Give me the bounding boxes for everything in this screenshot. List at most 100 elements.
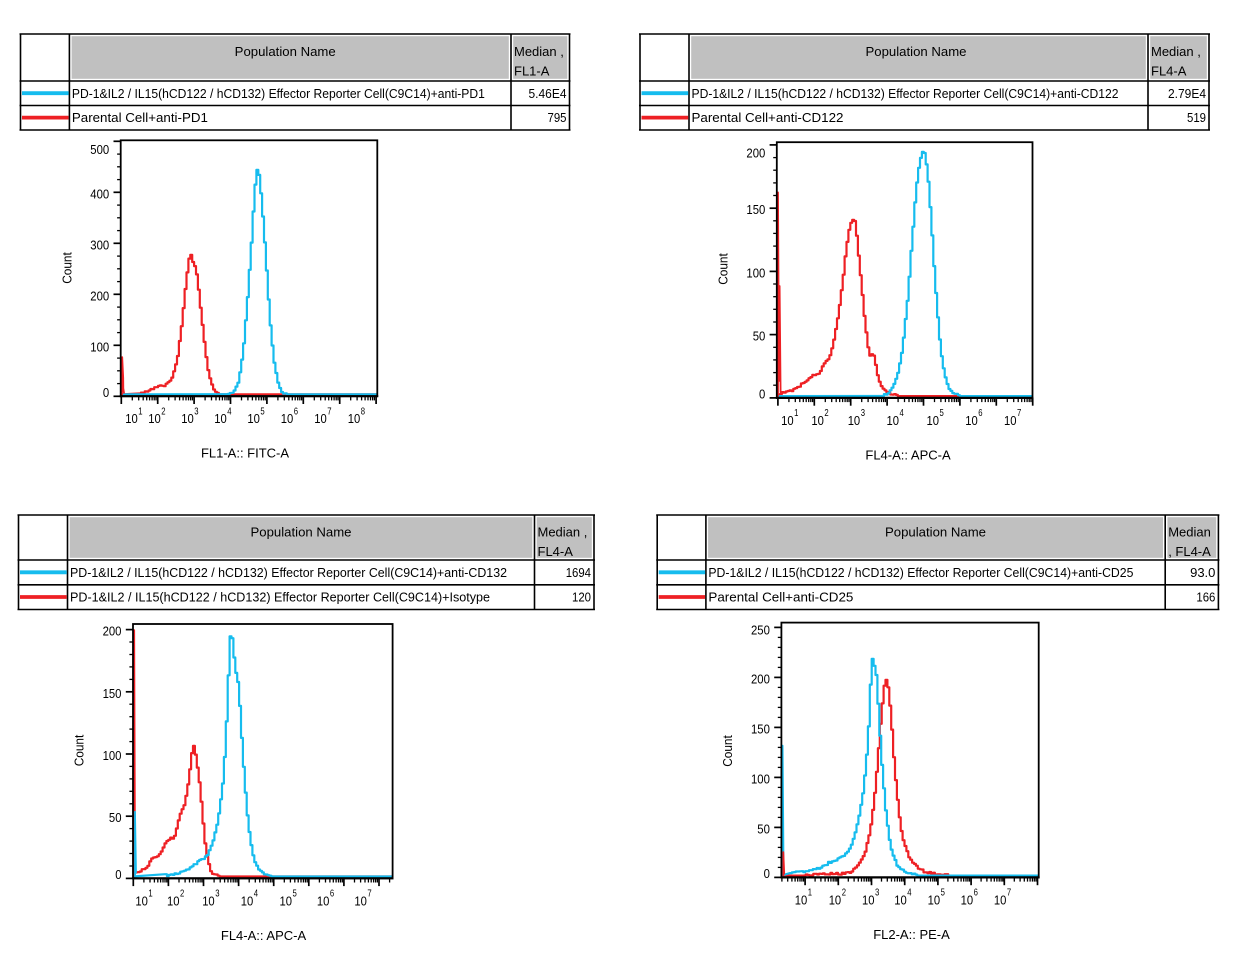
svg-text:5: 5 [293,888,297,900]
svg-text:166: 166 [1196,591,1215,605]
svg-text:1: 1 [148,888,152,900]
svg-text:10: 10 [280,893,293,908]
svg-text:6: 6 [978,407,982,419]
svg-text:FL1-A:: FITC-A: FL1-A:: FITC-A [201,446,289,461]
svg-text:795: 795 [548,111,567,125]
svg-text:200: 200 [751,671,770,686]
svg-text:2: 2 [161,405,165,417]
svg-text:Count: Count [59,252,74,284]
svg-text:6: 6 [330,888,334,900]
svg-text:10: 10 [1004,413,1017,428]
svg-text:FL1-A: FL1-A [514,64,550,79]
svg-text:10: 10 [795,892,808,907]
svg-text:100: 100 [746,265,765,280]
svg-text:10: 10 [928,892,941,907]
svg-text:10: 10 [317,893,330,908]
svg-text:FL4-A: FL4-A [538,544,574,559]
svg-text:Median ,: Median , [1151,44,1201,59]
svg-text:150: 150 [103,686,122,701]
svg-text:7: 7 [1007,887,1011,899]
svg-text:7: 7 [367,888,371,900]
svg-text:50: 50 [753,329,766,344]
svg-text:10: 10 [148,411,161,426]
svg-text:250: 250 [751,623,770,638]
svg-text:10: 10 [214,411,227,426]
svg-text:FL4-A:: APC-A: FL4-A:: APC-A [865,447,951,462]
svg-text:1: 1 [794,407,798,419]
svg-text:100: 100 [751,771,770,786]
svg-text:PD-1&IL2 / IL15(hCD122 / hCD13: PD-1&IL2 / IL15(hCD122 / hCD132) Effecto… [70,565,507,580]
svg-text:5: 5 [260,405,264,417]
svg-text:10: 10 [965,413,978,428]
svg-text:200: 200 [746,145,765,160]
svg-text:1: 1 [138,405,142,417]
svg-text:8: 8 [361,405,365,417]
svg-text:200: 200 [103,624,122,639]
svg-text:0: 0 [764,866,770,881]
svg-text:3: 3 [215,888,219,900]
svg-text:5: 5 [940,407,944,419]
svg-text:7: 7 [1017,407,1021,419]
svg-text:10: 10 [241,893,254,908]
svg-text:519: 519 [1187,111,1206,125]
svg-text:10: 10 [281,411,294,426]
svg-text:100: 100 [90,339,109,354]
svg-text:1: 1 [808,887,812,899]
svg-text:FL4-A:: APC-A: FL4-A:: APC-A [221,928,307,943]
svg-text:150: 150 [751,721,770,736]
svg-text:Parental Cell+anti-CD122: Parental Cell+anti-CD122 [692,110,844,125]
svg-text:Count: Count [715,253,730,285]
svg-text:FL2-A:: PE-A: FL2-A:: PE-A [873,927,950,942]
svg-text:7: 7 [327,405,331,417]
svg-text:Parental Cell+anti-CD25: Parental Cell+anti-CD25 [708,590,853,605]
svg-text:Median ,: Median , [538,525,588,540]
svg-text:Population Name: Population Name [866,44,967,59]
svg-text:200: 200 [90,288,109,303]
svg-text:Population Name: Population Name [885,525,986,540]
svg-text:2.79E4: 2.79E4 [1168,87,1206,101]
svg-text:4: 4 [227,405,231,417]
svg-text:10: 10 [202,893,215,908]
svg-text:Count: Count [72,734,87,766]
svg-text:10: 10 [961,892,974,907]
svg-text:5: 5 [941,887,945,899]
svg-text:3: 3 [194,405,198,417]
svg-text:FL4-A: FL4-A [1151,64,1187,79]
svg-text:10: 10 [862,892,875,907]
svg-text:400: 400 [90,186,109,201]
svg-text:6: 6 [974,887,978,899]
svg-text:10: 10 [781,413,794,428]
svg-text:120: 120 [572,591,591,605]
svg-text:2: 2 [180,888,184,900]
svg-text:10: 10 [167,893,180,908]
svg-text:10: 10 [125,411,138,426]
svg-text:PD-1&IL2 / IL15(hCD122 / hCD13: PD-1&IL2 / IL15(hCD122 / hCD132) Effecto… [72,86,485,101]
svg-text:150: 150 [746,202,765,217]
svg-text:50: 50 [757,821,770,836]
svg-text:0: 0 [759,387,765,402]
svg-text:10: 10 [848,413,861,428]
svg-text:4: 4 [900,407,904,419]
svg-text:Count: Count [720,735,735,767]
svg-text:500: 500 [90,142,109,157]
svg-text:50: 50 [109,810,122,825]
svg-text:4: 4 [907,887,911,899]
svg-text:PD-1&IL2 / IL15(hCD122 / hCD13: PD-1&IL2 / IL15(hCD122 / hCD132) Effecto… [692,86,1119,101]
svg-text:PD-1&IL2 / IL15(hCD122 / hCD13: PD-1&IL2 / IL15(hCD122 / hCD132) Effecto… [708,565,1133,580]
svg-text:10: 10 [247,411,260,426]
svg-text:10: 10 [811,413,824,428]
svg-text:10: 10 [887,413,900,428]
svg-text:1694: 1694 [566,566,591,580]
svg-text:Median: Median [1168,525,1211,540]
svg-text:2: 2 [842,887,846,899]
svg-text:300: 300 [90,237,109,252]
svg-text:10: 10 [314,411,327,426]
svg-text:10: 10 [181,411,194,426]
svg-text:10: 10 [894,892,907,907]
svg-text:10: 10 [348,411,361,426]
svg-text:Median ,: Median , [514,44,564,59]
svg-text:, FL4-A: , FL4-A [1168,544,1211,559]
svg-text:PD-1&IL2 / IL15(hCD122 / hCD13: PD-1&IL2 / IL15(hCD122 / hCD132) Effecto… [70,590,490,605]
svg-text:2: 2 [824,407,828,419]
svg-text:6: 6 [294,405,298,417]
